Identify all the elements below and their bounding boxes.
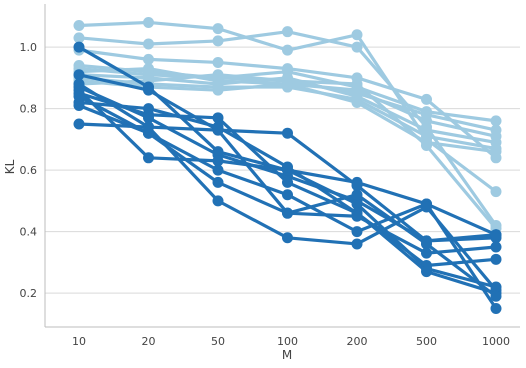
data-point <box>490 290 502 302</box>
x-tick-label: 10 <box>72 335 86 348</box>
data-point <box>73 78 85 90</box>
data-point <box>212 23 224 35</box>
data-point <box>351 29 363 41</box>
data-point <box>212 35 224 47</box>
data-point <box>490 229 502 241</box>
y-tick-label: 1.0 <box>20 41 38 54</box>
data-point <box>421 238 432 250</box>
x-tick-label: 200 <box>347 335 368 348</box>
data-point <box>212 112 224 124</box>
data-point <box>143 103 154 115</box>
data-point <box>73 32 85 44</box>
x-tick-label: 1000 <box>482 335 510 348</box>
data-point <box>212 155 224 167</box>
series-line <box>77 88 498 289</box>
data-point <box>351 78 363 90</box>
data-point <box>282 44 293 56</box>
data-point <box>351 96 363 108</box>
data-point <box>212 164 224 176</box>
data-point <box>143 38 154 50</box>
data-point <box>490 146 502 158</box>
data-point <box>282 207 293 219</box>
x-tick-label: 50 <box>211 335 225 348</box>
data-point <box>421 93 432 105</box>
y-tick-label: 0.2 <box>20 287 38 300</box>
series-dark <box>73 78 502 259</box>
x-axis-label: M <box>282 348 292 362</box>
data-point <box>351 226 363 238</box>
data-point <box>212 69 224 81</box>
data-point <box>282 176 293 188</box>
data-point <box>282 189 293 201</box>
y-axis-label: KL <box>3 159 17 174</box>
data-point <box>282 26 293 38</box>
data-point <box>143 121 154 133</box>
data-point <box>143 84 154 96</box>
data-point <box>212 84 224 96</box>
data-point <box>421 115 432 127</box>
data-point <box>73 118 85 130</box>
data-point <box>143 16 154 28</box>
data-point <box>351 210 363 222</box>
data-point <box>421 201 432 213</box>
data-point <box>490 241 502 253</box>
y-tick-label: 0.4 <box>20 226 38 239</box>
data-point <box>490 115 502 127</box>
data-point <box>73 69 85 81</box>
x-tick-label: 100 <box>277 335 298 348</box>
data-point <box>351 189 363 201</box>
data-point <box>351 41 363 53</box>
data-point <box>351 198 363 210</box>
data-point <box>73 90 85 102</box>
data-point <box>73 41 85 53</box>
y-tick-label: 0.6 <box>20 164 38 177</box>
data-point <box>351 238 363 250</box>
x-tick-label: 20 <box>142 335 156 348</box>
data-point <box>282 232 293 244</box>
data-point <box>73 20 85 32</box>
data-point <box>212 56 224 68</box>
tick-labels: 0.2 0.4 0.6 0.8 1.0 10 20 50 100 200 500 1000 <box>20 41 511 348</box>
series-lines <box>73 16 502 315</box>
data-point <box>351 179 363 191</box>
data-point <box>143 152 154 164</box>
data-point <box>143 53 154 65</box>
data-point <box>490 253 502 265</box>
data-point <box>490 303 502 315</box>
data-point <box>282 161 293 173</box>
series-dark <box>73 87 502 271</box>
data-point <box>490 186 502 198</box>
data-point <box>143 63 154 75</box>
data-point <box>282 75 293 87</box>
data-point <box>421 266 432 278</box>
data-point <box>212 124 224 136</box>
data-point <box>212 195 224 207</box>
data-point <box>282 127 293 139</box>
data-point <box>421 140 432 152</box>
data-point <box>73 100 85 112</box>
axes <box>44 4 520 328</box>
data-point <box>421 247 432 259</box>
y-tick-label: 0.8 <box>20 103 38 116</box>
x-tick-label: 500 <box>416 335 437 348</box>
data-point <box>212 176 224 188</box>
